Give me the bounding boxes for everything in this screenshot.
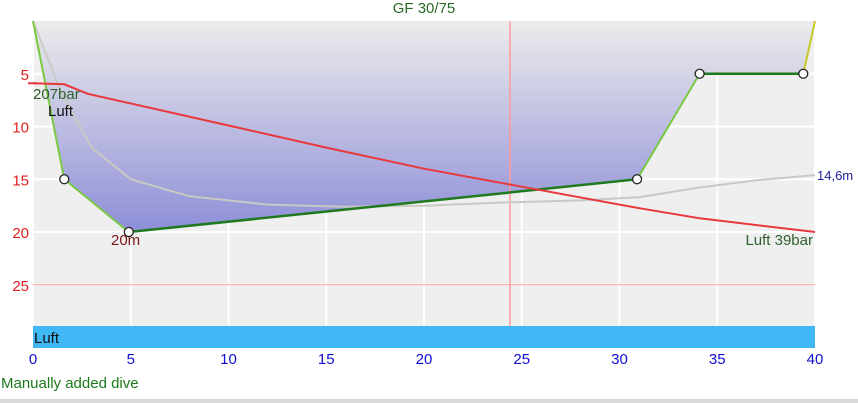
y-tick-label-5: 5 [21,67,29,84]
bottom-divider [0,399,858,403]
max-depth-label: 20m [111,232,140,249]
profile-segment-0 [32,20,66,180]
start-gas-label: Luft [48,103,74,120]
profile-segment-2 [128,178,638,234]
dive-status-text: Manually added dive [1,375,139,392]
pressure-line [32,82,816,233]
profile-segment-3 [636,73,701,180]
y-tick-label-15: 15 [12,172,29,189]
x-tick-label-30: 30 [611,351,628,368]
dive-profile-fill [33,21,815,232]
chart-title: GF 30/75 [393,0,456,17]
x-tick-label-10: 10 [220,351,237,368]
x-tick-label-35: 35 [709,351,726,368]
waypoint-1 [123,226,134,238]
y-tick-label-10: 10 [12,120,29,137]
y-tick-label-20: 20 [12,225,29,242]
x-tick-label-15: 15 [318,351,335,368]
gas-band [33,326,815,348]
profile-segment-1 [63,178,130,233]
x-tick-label-25: 25 [513,351,530,368]
waypoint-2 [631,174,643,185]
profile-segment-5 [802,20,816,74]
waypoint-3 [694,68,705,79]
ceiling-depth-label: 14,6m [817,168,853,183]
start-pressure-label: 207bar [33,86,80,103]
x-tick-label-40: 40 [807,351,824,368]
y-tick-label-25: 25 [12,278,29,295]
x-tick-label-20: 20 [416,351,433,368]
x-tick-label-0: 0 [29,351,37,368]
end-pressure-label: Luft 39bar [745,232,813,249]
gas-band-label: Luft [34,330,60,347]
x-tick-label-5: 5 [127,351,135,368]
waypoint-4 [798,68,809,79]
waypoint-0 [59,174,70,185]
